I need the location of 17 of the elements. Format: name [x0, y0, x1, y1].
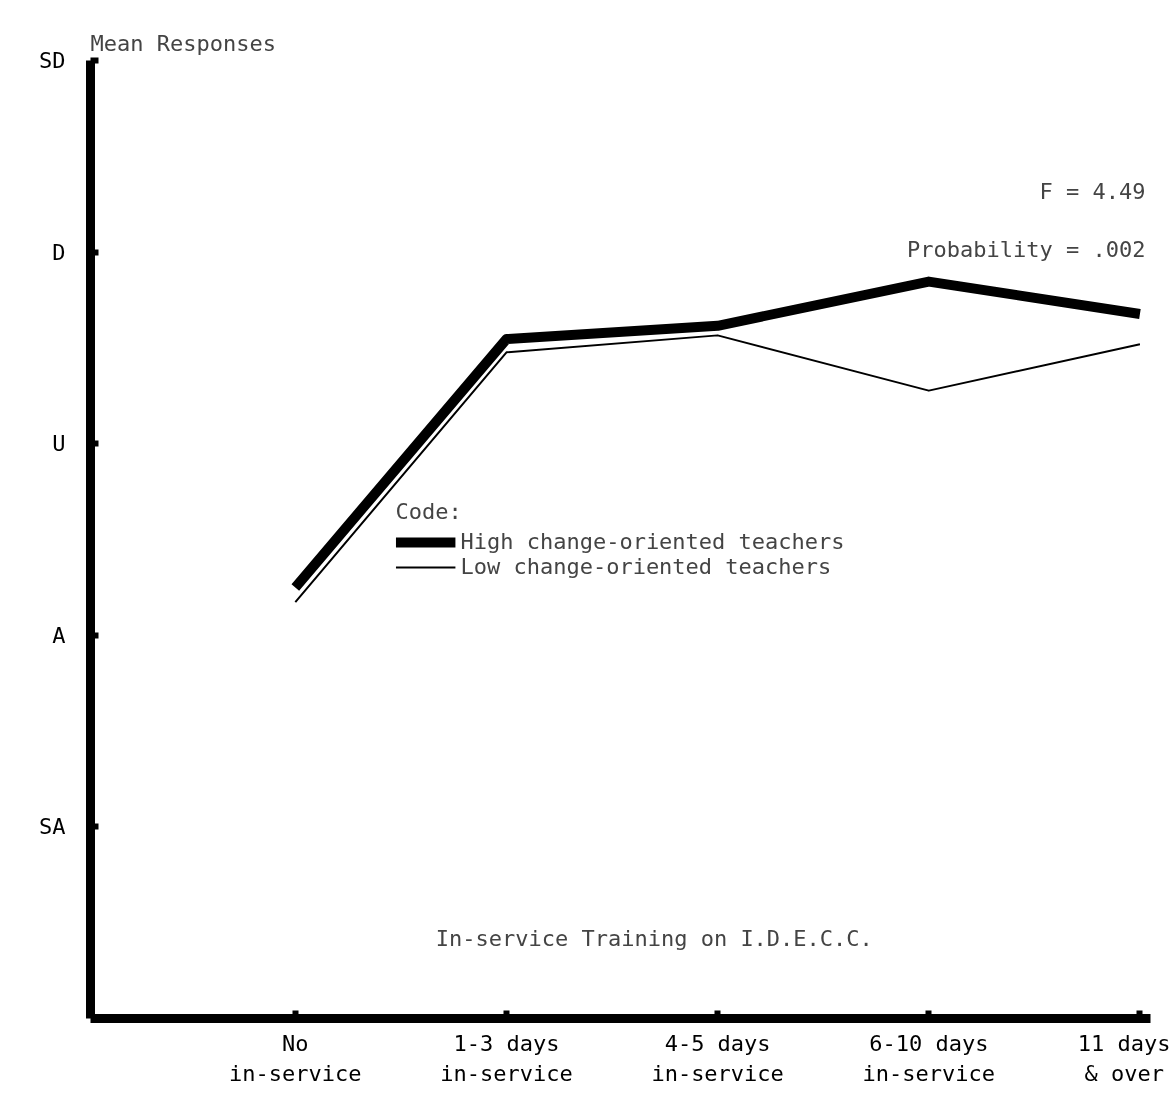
- text: SD: [39, 48, 66, 73]
- text: D: [52, 239, 66, 265]
- legend-label: Low change-oriented teachers: [460, 554, 832, 579]
- x-tick-label: 6-10 days in-service: [862, 1030, 996, 1086]
- x-tick-label: No in-service: [229, 1030, 362, 1086]
- legend-title: Code:: [395, 499, 463, 524]
- x-tick-label: 11 days & over: [1077, 1030, 1170, 1086]
- text: Mean Responses: [90, 30, 276, 56]
- text: SA: [39, 814, 66, 840]
- text: A: [52, 622, 66, 648]
- text: F = 4.49: [1039, 179, 1146, 205]
- text: U: [52, 431, 66, 457]
- x-tick-label: 4-5 days in-service: [651, 1030, 784, 1086]
- text: Probability = .002: [907, 236, 1146, 262]
- x-tick-label: 1-3 days in-service: [440, 1030, 573, 1086]
- legend-label: High change-oriented teachers: [460, 529, 845, 554]
- x-axis-title: In-service Training on I.D.E.C.C.: [435, 926, 873, 952]
